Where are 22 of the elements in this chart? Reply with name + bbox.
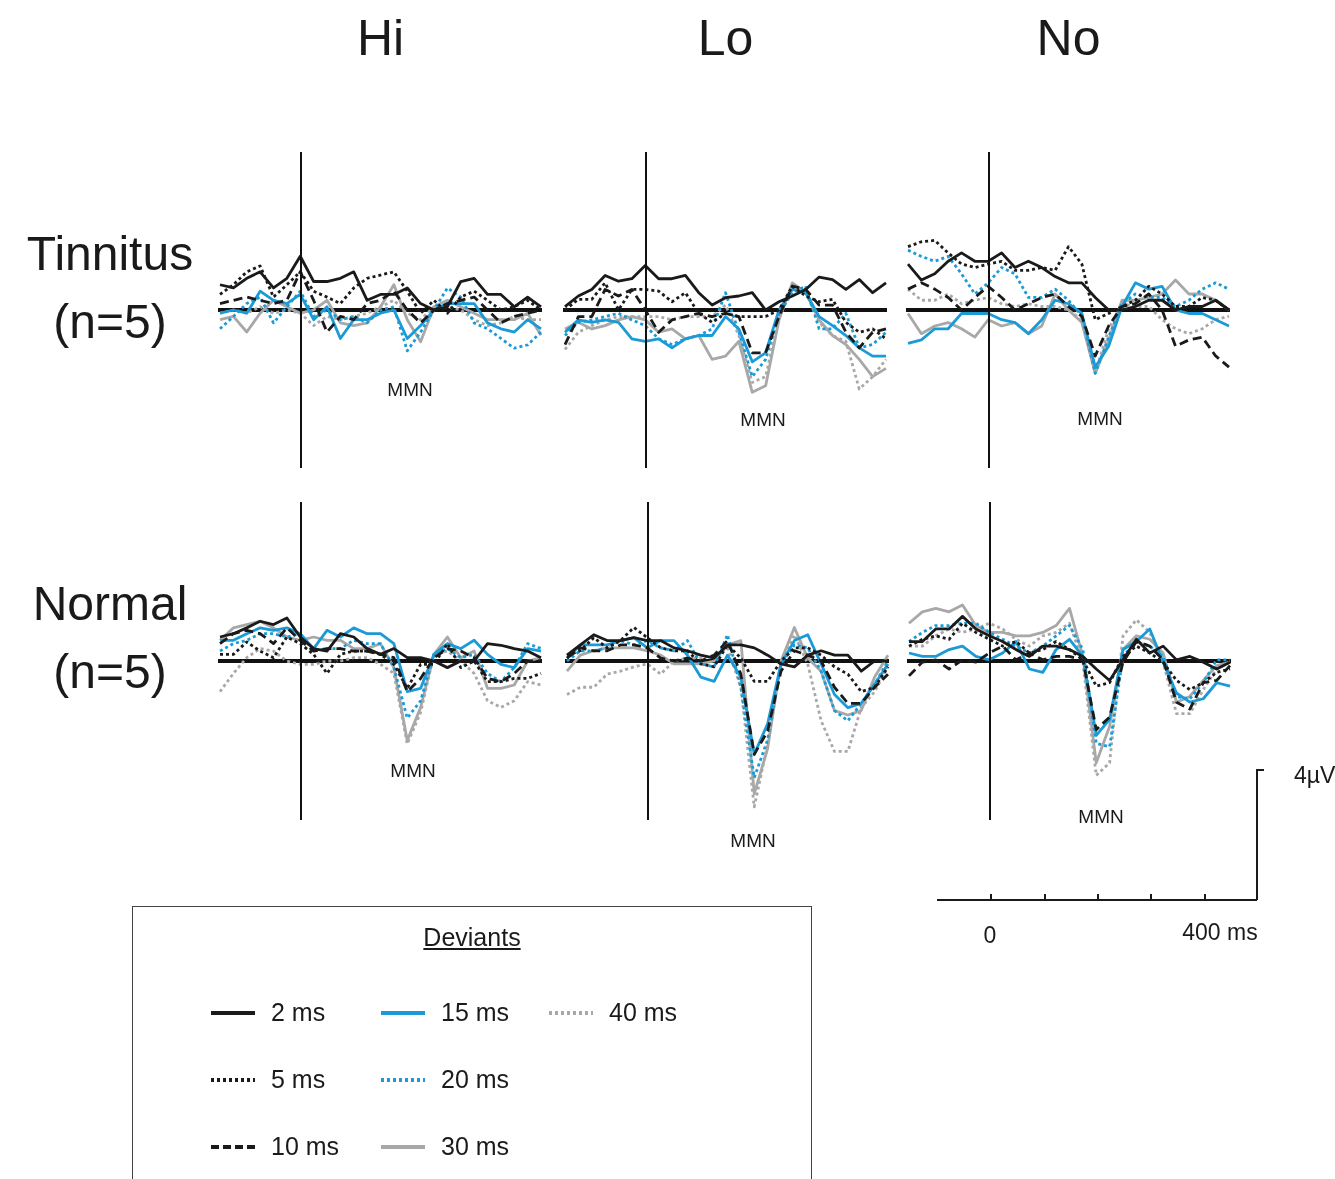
- text: MMN: [390, 760, 436, 782]
- text: 0: [983, 922, 997, 948]
- legend-title: Deviants: [422, 923, 522, 952]
- text: MMN: [740, 409, 786, 431]
- y-axis-title: Tinnitus (n=5): [25, 226, 195, 350]
- legend-label: 2 ms: [271, 998, 326, 1027]
- text: MMN: [730, 830, 776, 852]
- y-axis-title: Normal (n=5): [31, 576, 189, 700]
- chart-title: Hi: [355, 10, 406, 66]
- chart-title: No: [1035, 10, 1102, 66]
- text: 4µV: [1294, 762, 1335, 788]
- legend-label: 5 ms: [271, 1065, 326, 1094]
- text: MMN: [387, 379, 433, 401]
- text: 400 ms: [1182, 919, 1258, 945]
- legend-label: 20 ms: [441, 1065, 510, 1094]
- text: MMN: [1077, 408, 1123, 430]
- chart-title: Lo: [696, 10, 755, 66]
- legend-label: 40 ms: [609, 998, 678, 1027]
- legend-label: 30 ms: [441, 1132, 510, 1161]
- legend-label: 10 ms: [271, 1132, 340, 1161]
- legend-label: 15 ms: [441, 998, 510, 1027]
- text: MMN: [1078, 806, 1124, 828]
